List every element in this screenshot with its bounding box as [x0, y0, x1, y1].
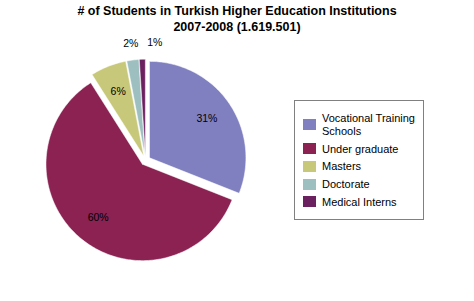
html-text:Under graduate: Under graduate	[322, 142, 399, 155]
html-text:# of Students in Turkish Highe: # of Students in Turkish Higher Educatio…	[77, 4, 397, 18]
svg-text:1%: 1%	[147, 37, 162, 49]
html-text:Masters: Masters	[322, 160, 362, 173]
html-text:Medical Interns: Medical Interns	[322, 195, 397, 208]
svg-text:6%: 6%	[111, 85, 126, 97]
svg-text:60%: 60%	[88, 211, 109, 223]
html-text:Doctorate: Doctorate	[322, 177, 370, 190]
html-text:2007-2008 (1.619.501): 2007-2008 (1.619.501)	[173, 19, 301, 34]
html-text:Vocational Training Schools: Vocational Training Schools	[322, 112, 415, 137]
svg-text:31%: 31%	[196, 112, 217, 124]
svg-text:2%: 2%	[123, 37, 138, 49]
